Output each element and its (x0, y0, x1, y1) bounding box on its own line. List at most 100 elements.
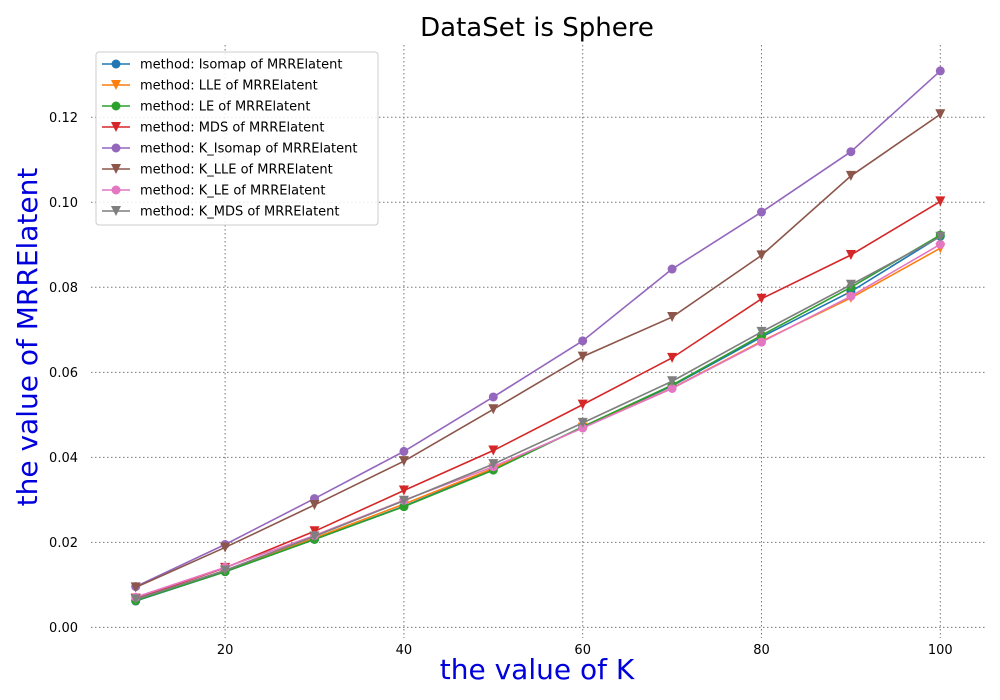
series-group (130, 109, 946, 593)
data-point (846, 291, 856, 301)
y-tick-label: 0.02 (49, 536, 78, 551)
data-point (757, 337, 766, 347)
legend-label: method: MDS of MRRElatent (140, 121, 325, 136)
legend-item: method: LLE of MRRElatent (102, 79, 318, 94)
data-point (846, 147, 856, 157)
y-tick-label: 0.12 (49, 111, 78, 126)
data-point (845, 279, 856, 290)
data-point (935, 109, 946, 120)
data-point (935, 231, 946, 242)
series-layer (130, 66, 946, 606)
legend-item: method: K_Isomap of MRRElatent (102, 142, 357, 157)
series-line (135, 200, 941, 600)
legend-marker (111, 122, 121, 132)
legend-marker (111, 59, 121, 69)
legend-item: method: Isomap of MRRElatent (102, 58, 342, 73)
data-point (667, 264, 677, 274)
data-point (756, 326, 767, 337)
legend-marker (111, 80, 121, 90)
legend-label: method: K_LE of MRRElatent (140, 184, 326, 199)
series-line (135, 234, 941, 602)
data-point (667, 352, 678, 363)
y-tick-label: 0.08 (49, 281, 78, 296)
legend-label: method: K_Isomap of MRRElatent (140, 142, 357, 157)
data-point (578, 423, 588, 433)
legend-item: method: K_LE of MRRElatent (102, 184, 326, 199)
data-point (845, 170, 856, 181)
y-axis-ticks: 0.00 0.02 0.04 0.06 0.08 0.10 0.12 (49, 111, 78, 636)
legend-label: method: K_MDS of MRRElatent (140, 205, 340, 220)
data-point (488, 445, 499, 456)
legend-label: method: K_LLE of MRRElatent (140, 163, 333, 178)
data-point (398, 485, 409, 496)
data-point (398, 456, 409, 467)
data-point (309, 499, 320, 510)
data-point (756, 250, 767, 261)
data-point (398, 495, 409, 506)
data-point (220, 565, 231, 576)
legend-label: method: Isomap of MRRElatent (140, 58, 342, 73)
data-point (667, 383, 677, 393)
data-point (130, 594, 141, 605)
data-point (309, 531, 320, 542)
series-group (131, 230, 945, 606)
legend: method: Isomap of MRRElatent method: LLE … (95, 51, 379, 226)
series-group (131, 231, 945, 606)
data-point (757, 207, 766, 217)
data-point (667, 312, 678, 323)
data-point (935, 196, 946, 207)
y-tick-label: 0.06 (49, 366, 78, 381)
series-group (131, 239, 945, 602)
data-point (935, 66, 945, 76)
data-point (488, 404, 499, 415)
series-line (135, 113, 941, 589)
series-group (130, 231, 946, 605)
data-point (399, 502, 409, 512)
series-line (135, 70, 941, 588)
legend-marker (111, 164, 121, 174)
series-line (135, 243, 941, 598)
data-point (845, 249, 856, 260)
series-line (135, 236, 941, 601)
series-group (130, 243, 946, 605)
x-tick-label: 100 (928, 643, 953, 658)
legend-item: method: K_MDS of MRRElatent (102, 205, 340, 220)
data-point (577, 417, 588, 428)
series-group (130, 196, 946, 604)
chart-title: DataSet is Sphere (420, 13, 654, 43)
legend-item: method: MDS of MRRElatent (102, 121, 325, 136)
data-point (220, 542, 231, 553)
x-tick-label: 40 (396, 643, 413, 658)
legend-item: method: LE of MRRElatent (102, 100, 310, 115)
data-point (577, 399, 588, 410)
legend-marker (111, 143, 121, 153)
series-line (135, 235, 941, 602)
data-point (578, 336, 588, 346)
legend-marker (111, 185, 121, 195)
data-point (488, 392, 498, 402)
data-point (130, 582, 141, 593)
x-axis-label: the value of K (440, 653, 635, 686)
x-tick-label: 60 (574, 643, 591, 658)
data-point (488, 459, 499, 470)
legend-label: method: LLE of MRRElatent (140, 79, 318, 94)
legend-marker (111, 206, 121, 216)
legend-marker (111, 101, 121, 111)
data-point (935, 239, 945, 249)
x-tick-label: 80 (753, 643, 770, 658)
data-point (577, 351, 588, 362)
y-axis-label: the value of MRRElatent (11, 168, 44, 507)
data-point (756, 293, 767, 304)
y-tick-label: 0.04 (49, 451, 78, 466)
data-point (667, 376, 678, 387)
y-tick-label: 0.00 (49, 621, 78, 636)
x-axis-ticks: 20 40 60 80 100 (217, 643, 953, 658)
x-tick-label: 20 (217, 643, 234, 658)
legend-item: method: K_LLE of MRRElatent (102, 163, 333, 178)
legend-label: method: LE of MRRElatent (140, 100, 310, 115)
legend-box (95, 51, 379, 226)
y-tick-label: 0.10 (49, 196, 78, 211)
data-point (399, 446, 409, 456)
